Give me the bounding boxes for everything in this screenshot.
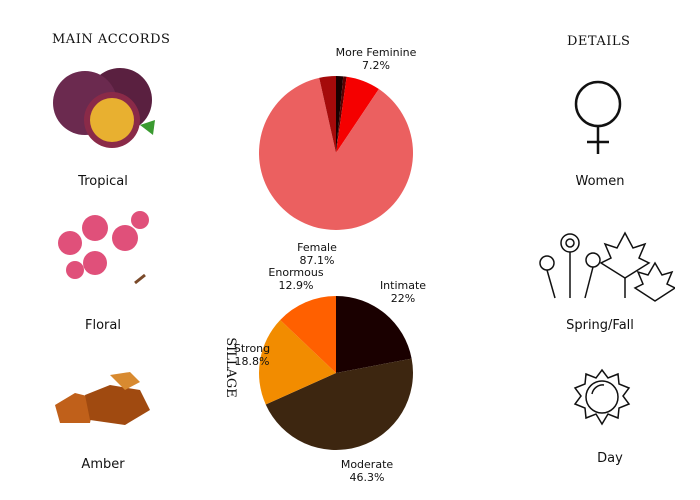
sun-icon	[573, 368, 631, 426]
orchid-image	[58, 211, 149, 285]
accord-tropical: Tropical	[78, 174, 128, 189]
pie-slice-chart0-4	[319, 76, 336, 153]
pie-slice-chart0-0	[336, 76, 344, 153]
pie-label-female: Female 87.1%	[297, 241, 337, 267]
pie-slice-chart0-1	[336, 76, 347, 153]
detail-season: Spring/Fall	[566, 318, 634, 333]
pie-slice-female	[259, 77, 414, 231]
amber-image	[55, 372, 150, 425]
pie-label-strong: Strong 18.8%	[233, 342, 271, 368]
pie-label-enormous: Enormous 12.9%	[268, 266, 324, 292]
detail-women: Women	[575, 174, 625, 189]
female-symbol-icon	[574, 80, 622, 154]
pie-slice-more-feminine	[336, 76, 379, 153]
flowers-leaves-icon	[539, 231, 675, 302]
sillage-title: SILLAGE	[222, 337, 238, 398]
pie-slice-enormous	[280, 296, 336, 373]
pie-slice-moderate	[265, 358, 413, 450]
main-accords-title: MAIN ACCORDS	[52, 32, 171, 47]
pie-slice-strong	[259, 319, 336, 405]
pie-slice-intimate	[336, 296, 412, 373]
pie-label-intimate: Intimate 22%	[379, 279, 427, 305]
accord-floral: Floral	[85, 318, 121, 333]
accord-amber: Amber	[81, 457, 125, 472]
detail-day: Day	[597, 451, 623, 466]
pie-label-more-feminine: More Feminine 7.2%	[335, 46, 417, 72]
details-title: DETAILS	[567, 34, 631, 49]
pie-label-moderate: Moderate 46.3%	[340, 458, 394, 484]
passion-fruit-image	[53, 68, 155, 148]
